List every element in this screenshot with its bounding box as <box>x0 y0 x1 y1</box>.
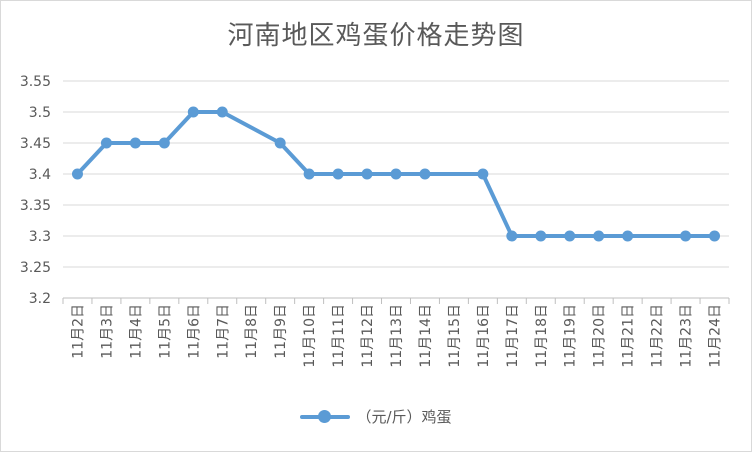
x-tick-label: 11月17日 <box>505 304 521 368</box>
data-point <box>332 168 344 180</box>
data-point <box>129 137 141 149</box>
x-tick-label: 11月10日 <box>302 304 318 368</box>
x-tick-label: 11月13日 <box>389 304 405 368</box>
x-tick-label: 11月14日 <box>418 304 434 368</box>
x-tick-label: 11月3日 <box>99 304 115 359</box>
x-tick-label: 11月5日 <box>157 304 173 359</box>
x-tick-label: 11月18日 <box>534 304 550 368</box>
legend-swatch <box>300 409 351 424</box>
x-tick-label: 11月23日 <box>679 304 695 368</box>
data-point <box>274 137 286 149</box>
data-point <box>361 168 373 180</box>
y-tick-label: 3.2 <box>29 291 51 307</box>
y-tick-label: 3.25 <box>20 260 51 276</box>
x-tick-label: 11月15日 <box>447 304 463 368</box>
data-point <box>419 168 431 180</box>
line-chart: 3.2 3.25 3.3 3.35 3.4 3.45 3.5 3.55 11月2日 11月3日 1… <box>20 74 730 368</box>
data-point <box>477 168 489 180</box>
data-point <box>564 230 576 242</box>
data-point <box>535 230 547 242</box>
x-tick-label: 11月16日 <box>476 304 492 368</box>
x-tick-label: 11月21日 <box>621 304 637 368</box>
data-point <box>593 230 605 242</box>
x-tick-label: 11月9日 <box>273 304 289 359</box>
legend-series-label: （元/斤）鸡蛋 <box>356 408 452 426</box>
data-point <box>390 168 402 180</box>
x-tick-label: 11月24日 <box>708 304 724 368</box>
chart-title: 河南地区鸡蛋价格走势图 <box>227 21 525 51</box>
data-point <box>622 230 634 242</box>
x-tick-label: 11月4日 <box>128 304 144 359</box>
x-tick-label: 11月22日 <box>650 304 666 368</box>
x-tick-label: 11月12日 <box>360 304 376 368</box>
x-tick-label: 11月7日 <box>215 304 231 359</box>
x-tick-label: 11月6日 <box>186 304 202 359</box>
data-point <box>303 168 315 180</box>
data-point <box>680 230 692 242</box>
x-tick-label: 11月20日 <box>592 304 608 368</box>
y-tick-label: 3.5 <box>29 105 51 121</box>
data-point <box>187 106 199 118</box>
data-point <box>506 230 518 242</box>
y-tick-label: 3.45 <box>20 136 51 152</box>
y-tick-label: 3.55 <box>20 74 51 90</box>
chart-legend: （元/斤）鸡蛋 <box>1 406 751 427</box>
data-point <box>709 230 721 242</box>
data-point <box>216 106 228 118</box>
x-tick-label: 11月2日 <box>70 304 86 359</box>
x-tick-label: 11月8日 <box>244 304 260 359</box>
x-tick-label: 11月11日 <box>331 304 347 368</box>
x-tick-label: 11月19日 <box>563 304 579 368</box>
y-tick-label: 3.4 <box>29 167 51 183</box>
y-tick-label: 3.3 <box>29 229 51 245</box>
data-point <box>100 137 112 149</box>
data-point <box>158 137 170 149</box>
data-point <box>71 168 83 180</box>
y-tick-label: 3.35 <box>20 198 51 214</box>
